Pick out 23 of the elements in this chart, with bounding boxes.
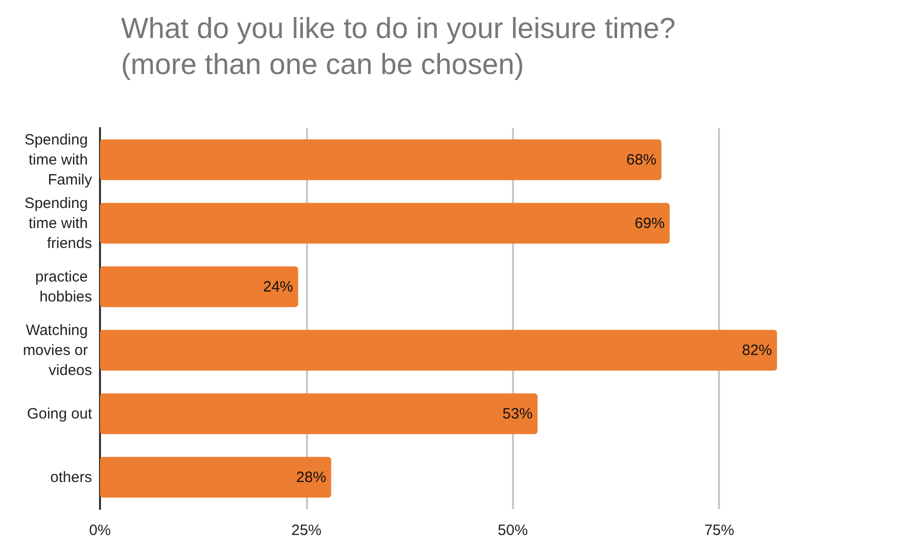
data-label: 28% <box>296 468 326 486</box>
data-label: 69% <box>634 214 665 232</box>
chart-title: What do you like to do in your leisure time? (more than one can be chosen) <box>121 13 676 81</box>
y-tick-label: Spending time with Family <box>24 131 92 188</box>
data-label: 53% <box>502 405 533 422</box>
bar <box>100 139 662 180</box>
data-label: 82% <box>742 342 772 359</box>
bar <box>100 202 670 244</box>
bar <box>100 456 332 498</box>
bar <box>100 393 538 434</box>
bar <box>100 330 777 371</box>
bar <box>100 266 298 308</box>
x-tick-label: 75% <box>704 522 734 539</box>
data-label: 24% <box>263 278 294 296</box>
x-tick-label: 0% <box>89 522 111 539</box>
data-label: 68% <box>626 151 656 168</box>
y-tick-label: others <box>50 468 92 486</box>
y-tick-label: Spending time with friends <box>24 194 92 252</box>
y-tick-label: practice hobbies <box>35 268 92 306</box>
y-tick-label: Watching movies or videos <box>22 322 92 379</box>
x-tick-label: 50% <box>498 522 528 539</box>
x-tick-label: 25% <box>291 522 322 539</box>
y-tick-label: Going out <box>26 405 93 422</box>
